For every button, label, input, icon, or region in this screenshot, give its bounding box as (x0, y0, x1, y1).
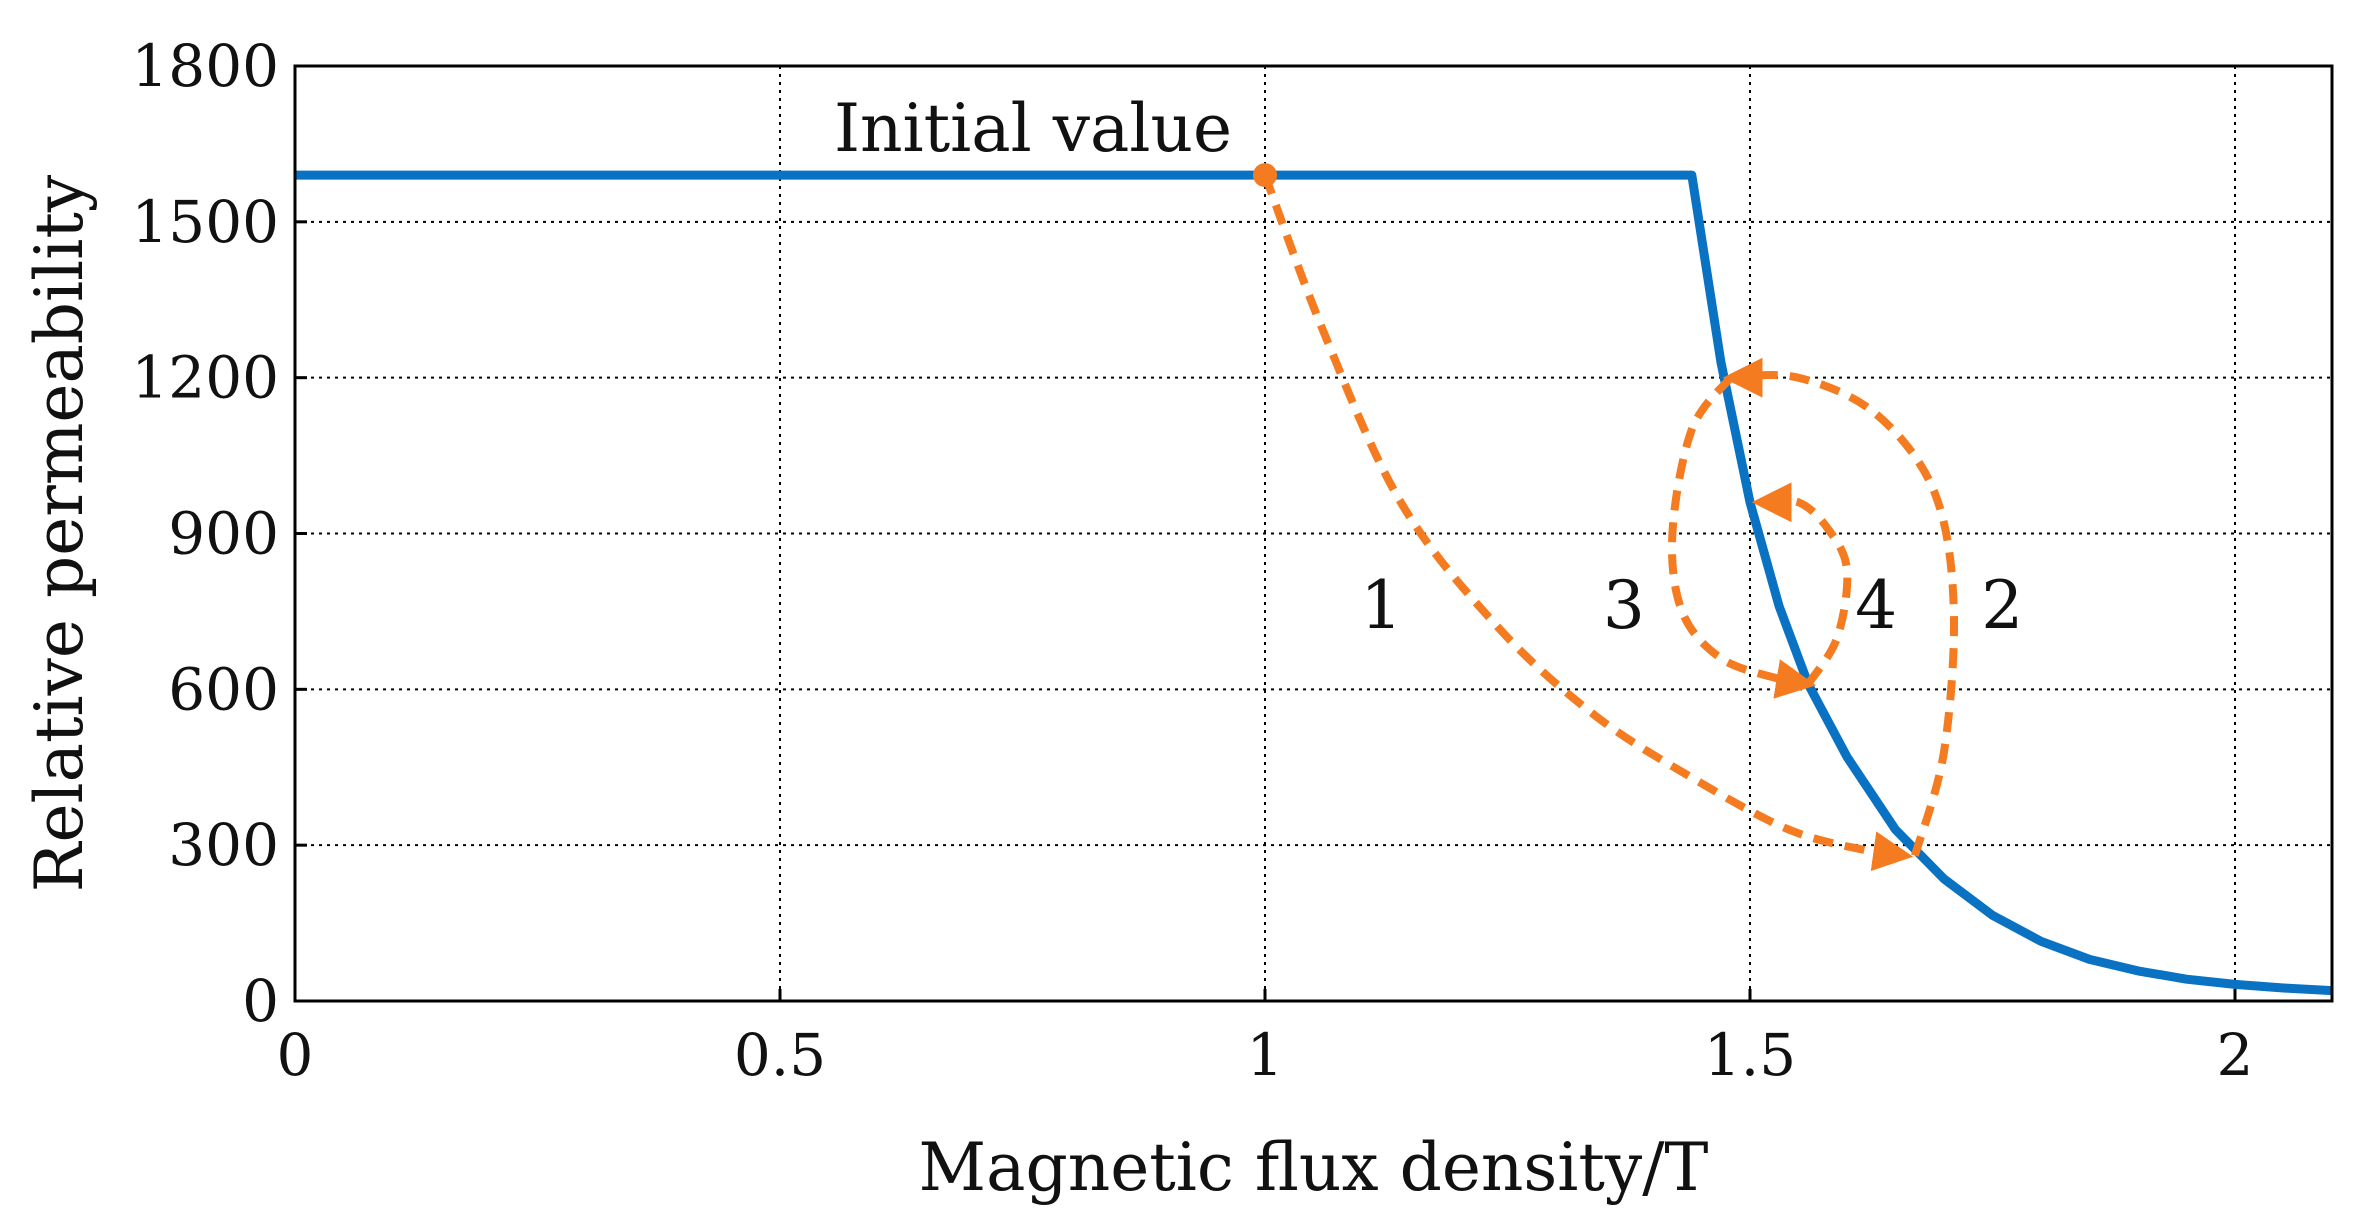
x-tick-label: 1.5 (1704, 1021, 1796, 1089)
iteration-paths: 1 2 3 4 (1261, 173, 2023, 872)
x-tick-label: 0.5 (734, 1021, 826, 1089)
initial-value-label: Initial value (834, 90, 1232, 167)
iteration-path-4 (1751, 482, 1852, 687)
y-tick-label: 1200 (131, 344, 279, 412)
x-axis-label: Magnetic flux density/T (919, 1129, 1709, 1206)
initial-value-point (1253, 163, 1277, 188)
series-layer (295, 170, 2333, 996)
iteration-label-1: 1 (1360, 567, 1402, 644)
y-axis-label: Relative permeability (21, 174, 98, 892)
y-tick-label: 600 (168, 655, 279, 723)
y-tick-label: 1500 (131, 188, 279, 256)
iteration-label-2: 2 (1981, 567, 2023, 644)
y-tick-label: 1800 (131, 32, 279, 100)
x-tick-label: 2 (2217, 1021, 2254, 1089)
b-mu-curve (295, 170, 2333, 996)
x-tick-label: 1 (1247, 1021, 1284, 1089)
y-tick-label: 0 (242, 967, 279, 1035)
tick-labels: 0 0.5 1 1.5 2 0 300 600 900 1200 1500 1800 (131, 32, 2253, 1089)
x-tick-label: 0 (277, 1021, 314, 1089)
iteration-path-3 (1668, 375, 1817, 699)
y-tick-label: 300 (168, 811, 279, 879)
iteration-label-4: 4 (1855, 567, 1897, 644)
iteration-path-2 (1722, 357, 1959, 857)
grid (295, 66, 2332, 1001)
iteration-label-3: 3 (1603, 567, 1645, 644)
iteration-path-1 (1261, 173, 1914, 872)
y-tick-label: 900 (168, 500, 279, 568)
